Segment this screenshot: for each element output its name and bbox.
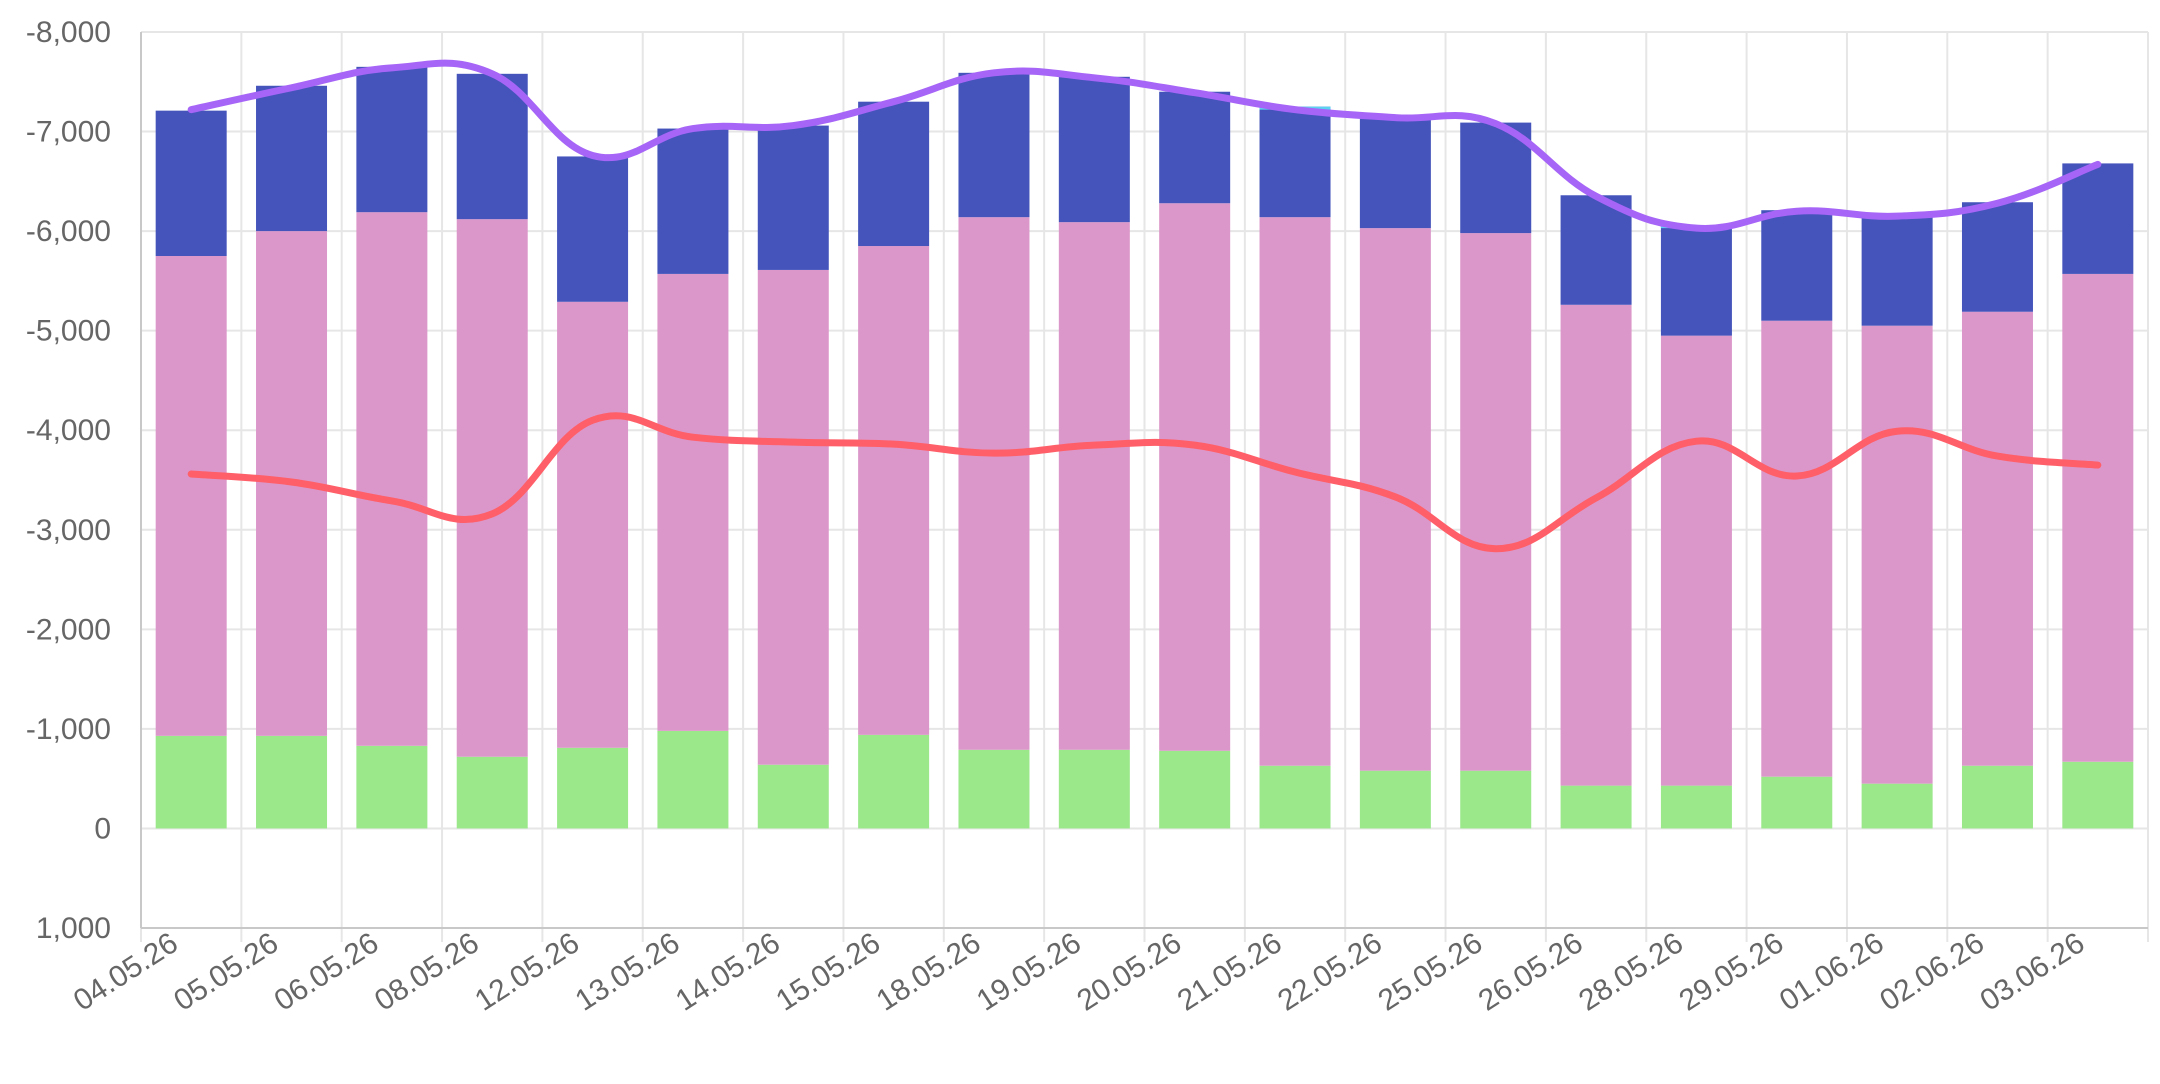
bar-segment (1961, 202, 2033, 312)
bar-segment (256, 85, 328, 232)
bar-segment (456, 219, 528, 757)
bar-segment (1560, 785, 1632, 829)
bar-segment (1861, 783, 1933, 829)
bar-segment (1861, 215, 1933, 326)
bar-segment (958, 749, 1030, 829)
bar-segment (1259, 217, 1331, 766)
bar-segment (557, 301, 629, 748)
bar-segment (1058, 76, 1130, 223)
bar-segment (155, 735, 227, 829)
x-tick-label: 02.06.26 (1874, 926, 1990, 1017)
y-tick-label: -4,000 (26, 414, 111, 447)
bar-segment (1560, 304, 1632, 786)
bar-segment (2062, 163, 2134, 274)
bar-segment (1359, 117, 1431, 229)
bar-segment (657, 128, 729, 274)
bar-segment (757, 125, 829, 270)
x-tick-label: 12.05.26 (469, 926, 585, 1017)
bar-segment (456, 756, 528, 829)
x-tick-label: 06.05.26 (269, 926, 385, 1017)
bar-segment (858, 734, 930, 829)
bar-segment (1761, 210, 1833, 321)
bar-segment (657, 730, 729, 829)
bar-segment (356, 745, 428, 829)
bar-segment (958, 217, 1030, 750)
series-line (187, 412, 2102, 553)
bar-segment (757, 764, 829, 829)
y-tick-label: 1,000 (36, 912, 111, 945)
bar-layer (155, 66, 2134, 829)
bar-segment (356, 212, 428, 746)
bar-segment (958, 72, 1030, 218)
bar-segment (1761, 776, 1833, 829)
x-tick-label: 29.05.26 (1673, 926, 1789, 1017)
bar-segment (1961, 311, 2033, 766)
bar-segment (155, 110, 227, 256)
bar-segment (1159, 750, 1231, 829)
series-line (187, 59, 2102, 232)
bar-segment (456, 73, 528, 220)
x-tick-label: 28.05.26 (1573, 926, 1689, 1017)
bar-segment (1460, 233, 1532, 771)
bar-segment (256, 735, 328, 829)
y-tick-label: -5,000 (26, 315, 111, 348)
grid-layer (140, 31, 2149, 942)
bar-segment (1660, 785, 1732, 829)
bar-segment (1861, 325, 1933, 784)
bar-segment (1159, 203, 1231, 751)
bar-segment (757, 269, 829, 765)
bar-segment (2062, 273, 2134, 762)
bar-segment (155, 256, 227, 736)
x-tick-label: 01.06.26 (1774, 926, 1890, 1017)
x-tick-label: 03.06.26 (1975, 926, 2091, 1017)
x-tick-label: 15.05.26 (770, 926, 886, 1017)
x-tick-label: 21.05.26 (1172, 926, 1288, 1017)
x-tick-label: 13.05.26 (570, 926, 686, 1017)
bar-segment (1761, 320, 1833, 777)
bar-segment (1259, 765, 1331, 829)
bar-segment (557, 747, 629, 829)
x-tick-label: 19.05.26 (971, 926, 1087, 1017)
x-tick-label: 26.05.26 (1473, 926, 1589, 1017)
bar-segment (1560, 195, 1632, 305)
bar-segment (1961, 765, 2033, 829)
y-tick-label: -3,000 (26, 514, 111, 547)
bar-segment (657, 273, 729, 731)
bar-segment (1460, 770, 1532, 829)
bar-segment (1159, 91, 1231, 204)
x-tick-label: 22.05.26 (1272, 926, 1388, 1017)
y-tick-label: -7,000 (26, 116, 111, 149)
bar-segment (1660, 335, 1732, 786)
y-tick-label: -6,000 (26, 215, 111, 248)
bar-segment (356, 66, 428, 213)
bar-segment (1660, 225, 1732, 336)
y-tick-label: -8,000 (26, 16, 111, 49)
bar-segment (858, 246, 930, 735)
bar-segment (1058, 749, 1130, 829)
line-layer (187, 59, 2102, 553)
x-tick-label: 18.05.26 (871, 926, 987, 1017)
x-tick-label: 08.05.26 (369, 926, 485, 1017)
bar-segment (858, 101, 930, 247)
bar-segment (2062, 761, 2134, 829)
y-tick-label: 0 (94, 812, 111, 845)
x-tick-label: 05.05.26 (168, 926, 284, 1017)
bar-segment (1359, 770, 1431, 829)
bar-segment (1460, 122, 1532, 234)
y-tick-label: -2,000 (26, 613, 111, 646)
x-tick-label: 20.05.26 (1071, 926, 1187, 1017)
y-tick-label: -1,000 (26, 713, 111, 746)
x-tick-label: 14.05.26 (670, 926, 786, 1017)
bar-segment (1058, 222, 1130, 750)
bar-segment (557, 156, 629, 302)
bar-segment (1259, 106, 1331, 218)
x-tick-label: 25.05.26 (1372, 926, 1488, 1017)
